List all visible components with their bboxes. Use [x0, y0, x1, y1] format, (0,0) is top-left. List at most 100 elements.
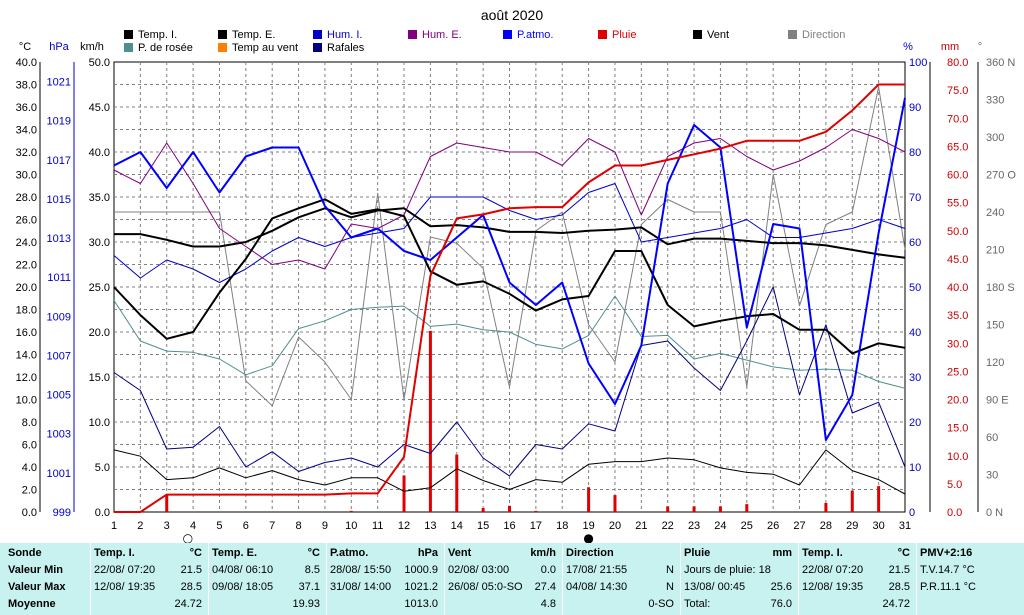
stats-panel-title: P.atmo. — [330, 547, 369, 559]
x-tick-label: 11 — [372, 520, 383, 532]
wind-tick-label: 50.0 — [89, 57, 110, 69]
legend-label: P. de rosée — [138, 42, 193, 54]
rain-bar — [165, 494, 169, 512]
wind-tick-label: 30.0 — [89, 237, 110, 249]
stats-panel-unit: mm — [772, 547, 792, 559]
grid — [113, 61, 906, 513]
stats-average-value: 19.93 — [292, 598, 320, 610]
rain-bar — [402, 475, 406, 512]
rain-tick-label: 65.0 — [947, 141, 968, 153]
rain-tick-label: 80.0 — [947, 57, 968, 69]
x-tick-label: 14 — [451, 520, 463, 532]
wind-tick-label: 0.0 — [95, 507, 110, 519]
hpa-tick-label: 1001 — [47, 468, 71, 480]
stats-min-value: N — [666, 564, 674, 576]
hum-tick-label: 40 — [909, 327, 921, 339]
stats-panel-title: Temp. E. — [212, 547, 258, 559]
temp-tick-label: 6.0 — [22, 440, 37, 452]
stats-panel-unit: °C — [307, 547, 320, 559]
stats-panel-title: Temp. I. — [94, 547, 135, 559]
temp-tick-label: 34.0 — [16, 125, 37, 137]
legend-label: Hum. I. — [327, 29, 362, 41]
hpa-tick-label: 1017 — [47, 155, 71, 167]
x-tick-label: 13 — [424, 520, 436, 532]
rain-tick-label: 0.0 — [947, 507, 962, 519]
stats-min-time: 22/08/ 07:20 — [94, 564, 156, 576]
legend-swatch — [408, 30, 417, 39]
hpa-axis-unit: hPa — [49, 41, 69, 53]
x-tick-label: 27 — [793, 520, 805, 532]
wind-tick-label: 40.0 — [89, 147, 110, 159]
stats-separator — [326, 543, 327, 615]
legend-label: P.atmo. — [517, 29, 554, 41]
hum-tick-label: 0 — [909, 507, 915, 519]
stats-max-value: 37.1 — [298, 581, 320, 593]
x-tick-label: 4 — [190, 520, 196, 532]
x-tick-label: 2 — [137, 520, 143, 532]
wind-tick-label: 5.0 — [95, 462, 110, 474]
hum-tick-label: 80 — [909, 147, 921, 159]
pmv-title: PMV+2:16 — [920, 547, 973, 559]
legend-swatch — [598, 30, 607, 39]
stats-max-value: N — [666, 581, 674, 593]
legend-label: Pluie — [612, 29, 636, 41]
rain-bar — [455, 454, 459, 512]
rain-bar — [508, 505, 511, 512]
series-line — [113, 295, 906, 389]
dir-tick-label: 360 N — [986, 57, 1015, 69]
x-tick-label: 20 — [609, 520, 621, 532]
x-tick-label: 31 — [899, 520, 911, 532]
temp-tick-label: 24.0 — [16, 237, 37, 249]
stats-min-value: 0.0 — [540, 564, 556, 576]
chart-title: août 2020 — [481, 7, 543, 23]
weather-chart: 1 2 3 4 5 6 7 8 9 10 11 12 13 14 15 16 17 18 19 20 21 22 23 24 2… — [16, 7, 1017, 543]
rain-bar — [718, 506, 722, 512]
stats-average-value: 24.72 — [174, 598, 202, 610]
stats-min-value: 1000.9 — [404, 564, 438, 576]
legend-swatch — [693, 30, 702, 39]
rain-bar — [745, 504, 749, 512]
temp-tick-label: 8.0 — [22, 417, 37, 429]
hpa-tick-label: 1011 — [47, 272, 71, 284]
stats-separator — [208, 543, 209, 615]
temp-tick-label: 26.0 — [16, 215, 37, 227]
legend-label: Temp au vent — [232, 42, 298, 54]
dir-tick-label: 120 — [986, 357, 1004, 369]
legend-swatch — [788, 30, 797, 39]
rain-tick-label: 20.0 — [947, 395, 968, 407]
x-tick-label: 12 — [398, 520, 410, 532]
series-line — [113, 286, 906, 477]
x-tick-label: 7 — [269, 520, 275, 532]
stats-panel-unit: °C — [189, 547, 202, 559]
temp-tick-label: 22.0 — [16, 260, 37, 272]
stats-min-value: 21.5 — [180, 564, 202, 576]
dir-tick-label: 60 — [986, 432, 998, 444]
dir-tick-label: 90 E — [986, 395, 1009, 407]
hpa-tick-label: 1007 — [47, 350, 71, 362]
dir-tick-label: 330 — [986, 95, 1004, 107]
stats-average-value: 24.72 — [882, 598, 910, 610]
series-line — [113, 129, 906, 270]
stats-min-time: 22/08/ 07:20 — [802, 564, 864, 576]
series-line — [113, 198, 906, 355]
series — [113, 83, 906, 513]
stats-min-time: Jours de pluie: 18 — [684, 564, 771, 576]
stats-min-time: 02/08/ 03:00 — [448, 564, 510, 576]
dir-tick-label: 150 — [986, 320, 1004, 332]
dir-tick-label: 180 S — [986, 282, 1015, 294]
stats-panel-title: Temp. I. — [802, 547, 843, 559]
rain-bar — [824, 503, 828, 512]
wind-tick-label: 35.0 — [89, 192, 110, 204]
stats-panel-unit: °C — [897, 547, 910, 559]
rain-tick-label: 35.0 — [947, 310, 968, 322]
wind-tick-label: 20.0 — [89, 327, 110, 339]
stats-average-value: 0-SO — [648, 598, 674, 610]
series-line — [113, 97, 906, 441]
stats-row-label: Valeur Max — [8, 581, 66, 593]
stats-panel-title: Pluie — [684, 547, 711, 559]
x-tick-label: 25 — [741, 520, 753, 532]
stats-panel-title: Direction — [566, 547, 614, 559]
series-line — [114, 207, 906, 259]
rain-bar — [877, 486, 881, 512]
x-tick-label: 17 — [530, 520, 542, 532]
